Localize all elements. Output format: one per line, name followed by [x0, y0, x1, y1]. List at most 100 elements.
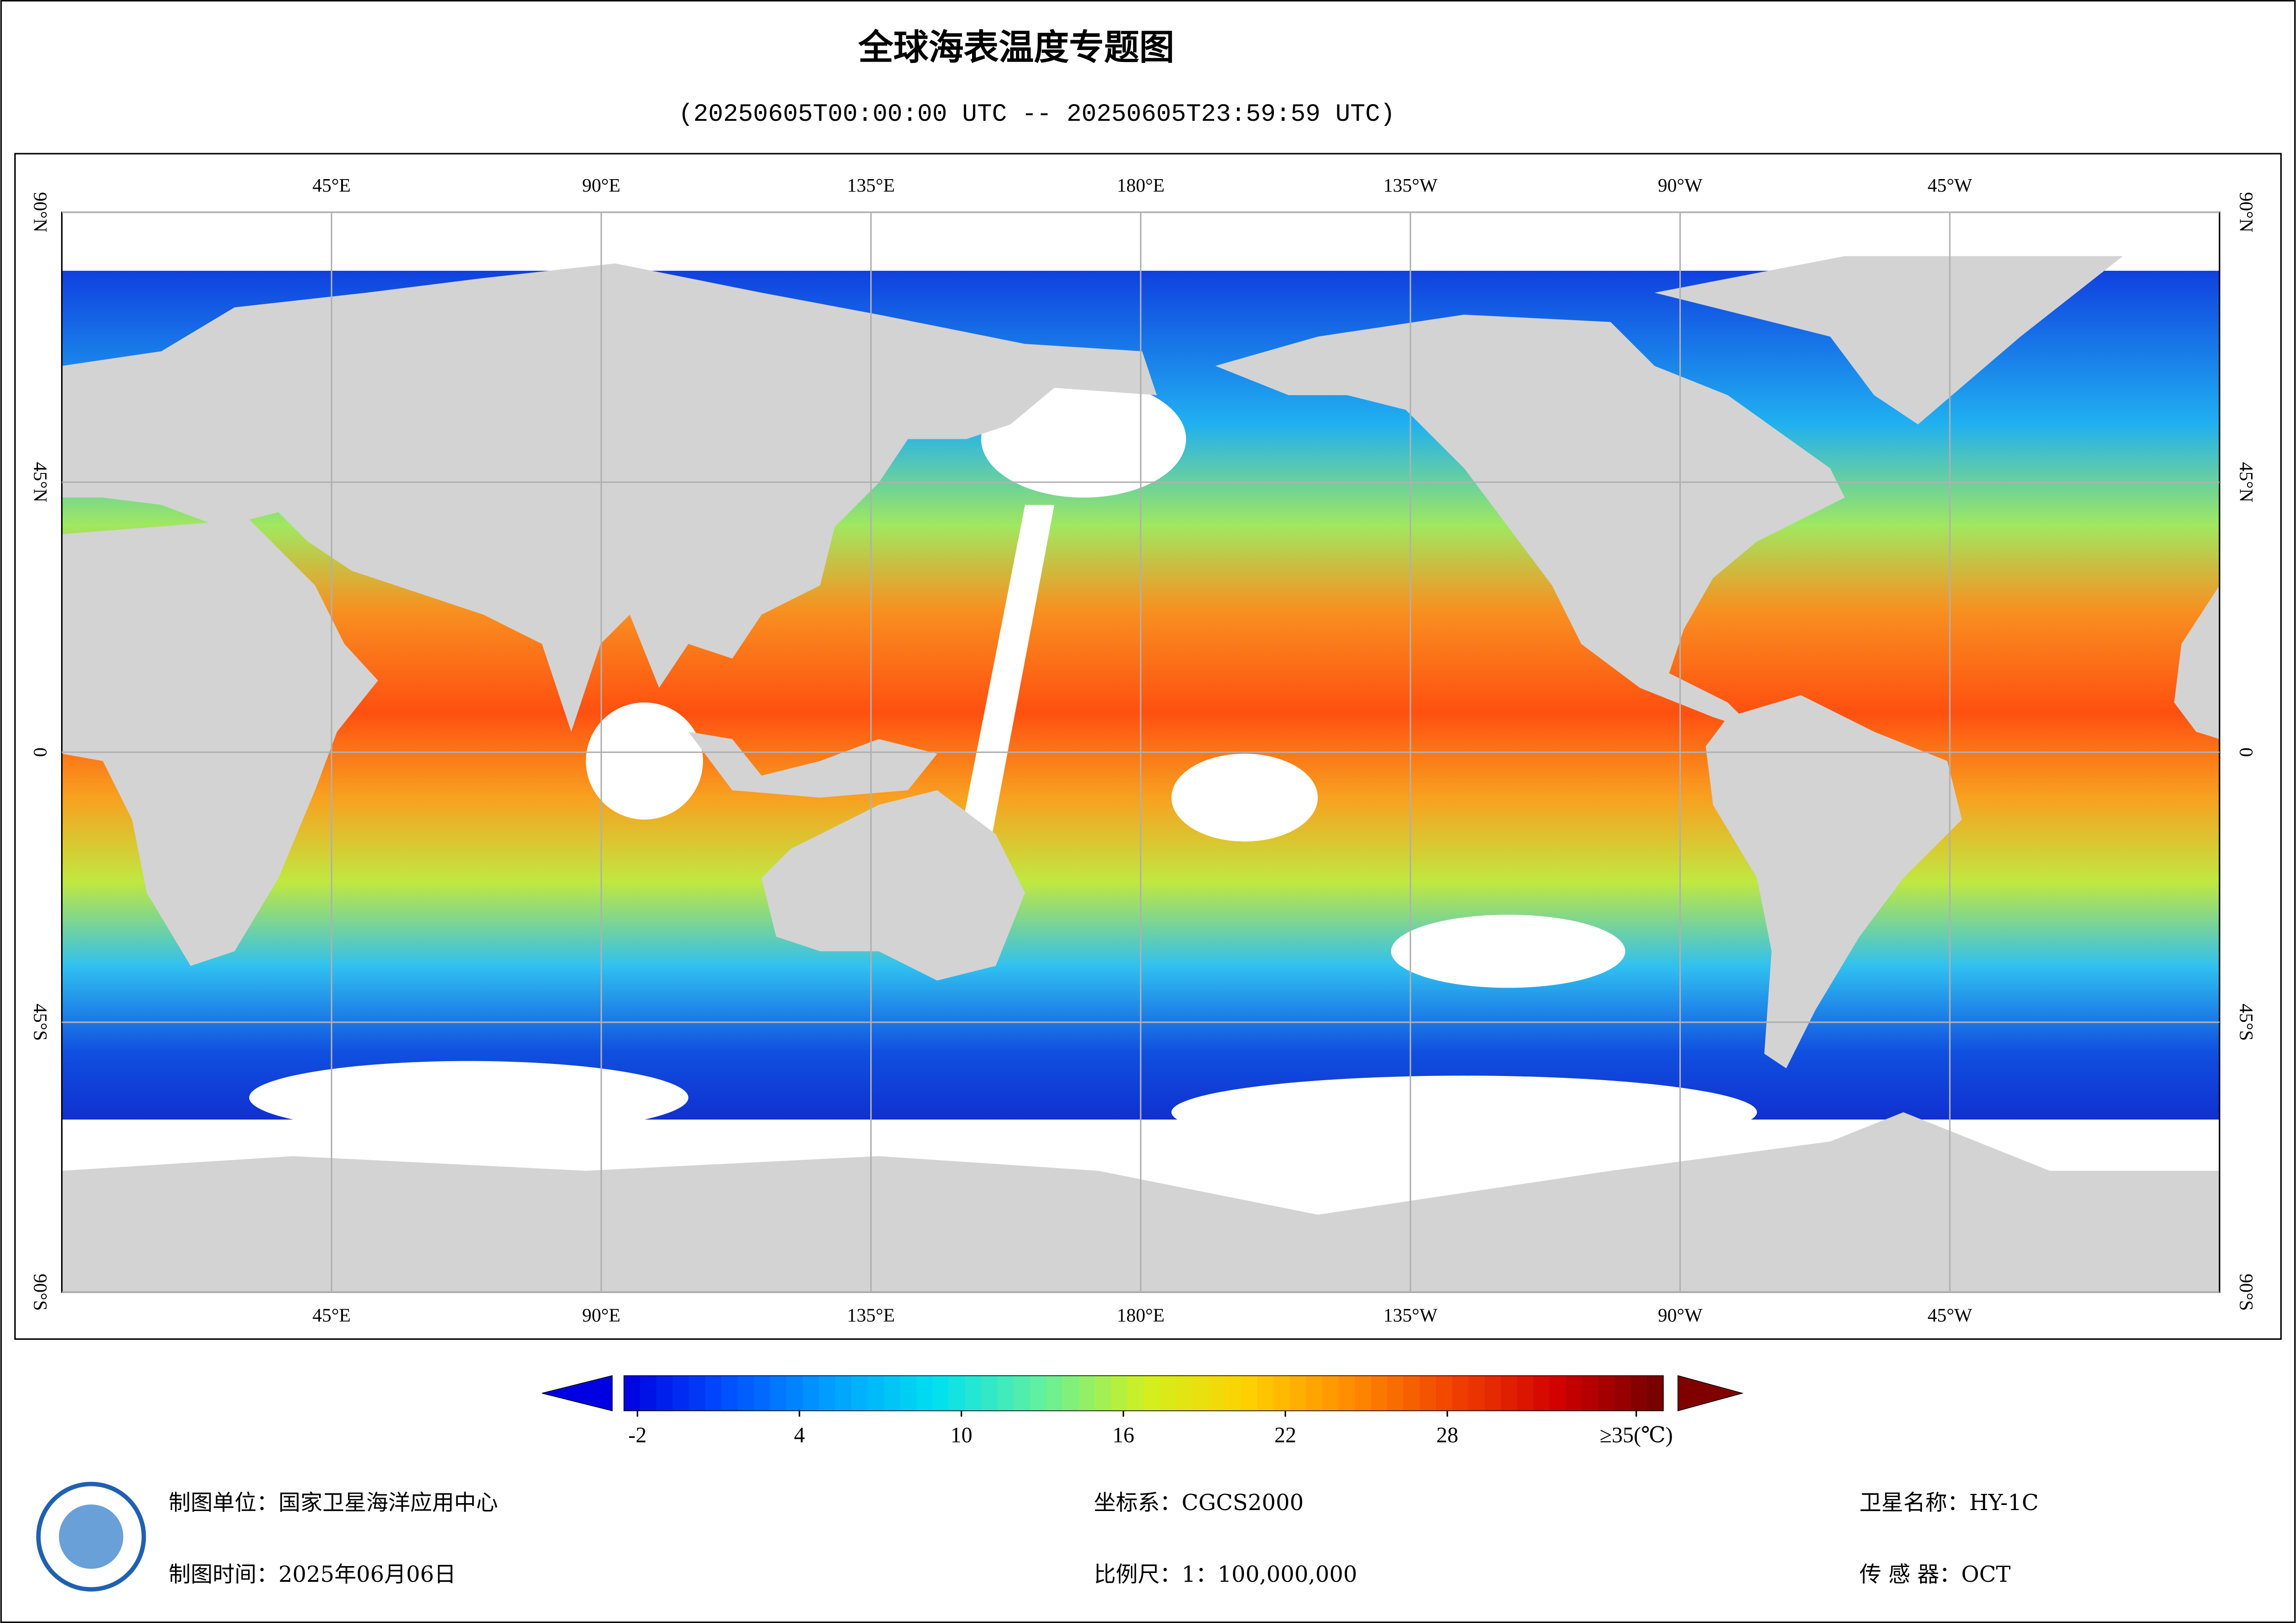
colorbar-label: 16	[1112, 1423, 1134, 1447]
colorbar-over-arrow	[1677, 1375, 1744, 1412]
land-africa-west	[2174, 585, 2220, 739]
colorbar-cell	[786, 1375, 803, 1411]
colorbar-cell	[1013, 1375, 1030, 1411]
lon-label: 90°W	[1658, 174, 1703, 196]
colorbar-cell	[705, 1375, 722, 1411]
colorbar-cell	[916, 1375, 933, 1411]
colorbar-cell	[1354, 1375, 1372, 1411]
map-frame	[14, 153, 2282, 1340]
colorbar-cell	[1647, 1375, 1664, 1411]
colorbar-cell	[981, 1375, 998, 1411]
cloud-gap	[586, 702, 703, 820]
lon-label: 45°E	[312, 1305, 351, 1326]
colorbar-label: 22	[1274, 1423, 1296, 1447]
colorbar-cell	[1143, 1375, 1160, 1411]
colorbar-cell	[1306, 1375, 1323, 1411]
colorbar-cell	[737, 1375, 755, 1411]
colorbar-cell	[640, 1375, 657, 1411]
land-eurasia	[62, 263, 1157, 732]
land-south-america	[1705, 695, 1962, 1069]
colorbar-cell	[689, 1375, 706, 1411]
lat-label: 90°S	[30, 1274, 51, 1311]
subtitle: (20250605T00:00:00 UTC -- 20250605T23:59…	[679, 100, 1395, 129]
colorbar-cell	[1614, 1375, 1631, 1411]
colorbar-under-arrow	[542, 1375, 613, 1412]
sensor: 传 感 器：OCT	[1859, 1562, 2011, 1587]
colorbar-cell	[770, 1375, 787, 1411]
colorbar-cell	[1549, 1375, 1566, 1411]
land-greenland	[1654, 256, 2123, 425]
colorbar-label: ≥35(℃)	[1600, 1423, 1673, 1447]
colorbar-cell	[1501, 1375, 1518, 1411]
colorbar-cell	[818, 1375, 836, 1411]
colorbar-cell	[1029, 1375, 1047, 1411]
colorbar-cell	[1566, 1375, 1583, 1411]
colorbar-cell	[997, 1375, 1014, 1411]
colorbar-cell	[754, 1375, 771, 1411]
cloud-gap	[1171, 753, 1318, 842]
colorbar-cell	[948, 1375, 966, 1411]
swath-gap	[952, 504, 1054, 893]
lat-label: 45°S	[2236, 1004, 2257, 1041]
lon-label: 45°W	[1928, 1305, 1972, 1326]
lon-label: 90°E	[582, 174, 621, 196]
land-africa	[62, 519, 378, 966]
lat-label: 45°N	[2236, 462, 2257, 502]
colorbar-cell	[1387, 1375, 1404, 1411]
colorbar-cell	[1079, 1375, 1096, 1411]
colorbar: -2 4 10 16 22 28 ≥35(℃)	[542, 1375, 1744, 1447]
colorbar-cell	[1322, 1375, 1339, 1411]
colorbar-cell	[965, 1375, 982, 1411]
lat-label: 90°N	[30, 192, 51, 232]
date: 制图时间：2025年06月06日	[168, 1562, 456, 1587]
colorbar-cell	[1435, 1375, 1453, 1411]
colorbar-cell	[900, 1375, 917, 1411]
colorbar-outline	[624, 1375, 1664, 1412]
colorbar-cell	[1630, 1375, 1647, 1411]
colorbar-cell	[1224, 1375, 1242, 1411]
colorbar-cell	[1419, 1375, 1436, 1411]
lon-label: 135°E	[847, 174, 895, 196]
colorbar-cell	[1517, 1375, 1534, 1411]
cloud-gap	[1171, 1076, 1757, 1149]
colorbar-cell	[802, 1375, 819, 1411]
land-indonesia	[688, 732, 937, 798]
colorbar-cell	[1273, 1375, 1291, 1411]
cloud-gap	[249, 1061, 689, 1134]
lat-label: 0	[2236, 747, 2257, 757]
cloud-gap	[1391, 914, 1625, 988]
colorbar-cell	[1111, 1375, 1128, 1411]
lon-label: 180°E	[1117, 174, 1165, 196]
lat-label: 45°N	[30, 462, 51, 502]
colorbar-cell	[851, 1375, 868, 1411]
satellite: 卫星名称：HY-1C	[1859, 1490, 2039, 1516]
colorbar-cell	[1403, 1375, 1420, 1411]
colorbar-cell	[1208, 1375, 1225, 1411]
lat-label: 90°N	[2236, 192, 2257, 232]
colorbar-cell	[1257, 1375, 1274, 1411]
colorbar-cell	[1062, 1375, 1079, 1411]
colorbar-label: 10	[950, 1423, 972, 1447]
land-north-america	[1215, 314, 1845, 732]
lon-label: 180°E	[1117, 1305, 1165, 1326]
title: 全球海表温度专题图	[858, 27, 1174, 68]
logo-globe	[59, 1504, 124, 1569]
lon-label: 135°W	[1383, 1305, 1437, 1326]
colorbar-label: 4	[794, 1423, 805, 1447]
lon-label: 135°E	[847, 1305, 895, 1326]
colorbar-cell	[932, 1375, 949, 1411]
colorbar-cell	[867, 1375, 885, 1411]
colorbar-cell	[1371, 1375, 1388, 1411]
colorbar-cell	[1582, 1375, 1599, 1411]
colorbar-cell	[673, 1375, 690, 1411]
colorbar-cell	[1598, 1375, 1615, 1411]
colorbar-cell	[1485, 1375, 1502, 1411]
colorbar-label: -2	[628, 1423, 647, 1447]
colorbar-cell	[1533, 1375, 1550, 1411]
colorbar-cell	[1046, 1375, 1063, 1411]
colorbar-cell	[1095, 1375, 1112, 1411]
lat-label: 90°S	[2236, 1274, 2257, 1311]
producer: 制图单位：国家卫星海洋应用中心	[168, 1490, 498, 1516]
lat-label: 45°S	[30, 1004, 51, 1041]
